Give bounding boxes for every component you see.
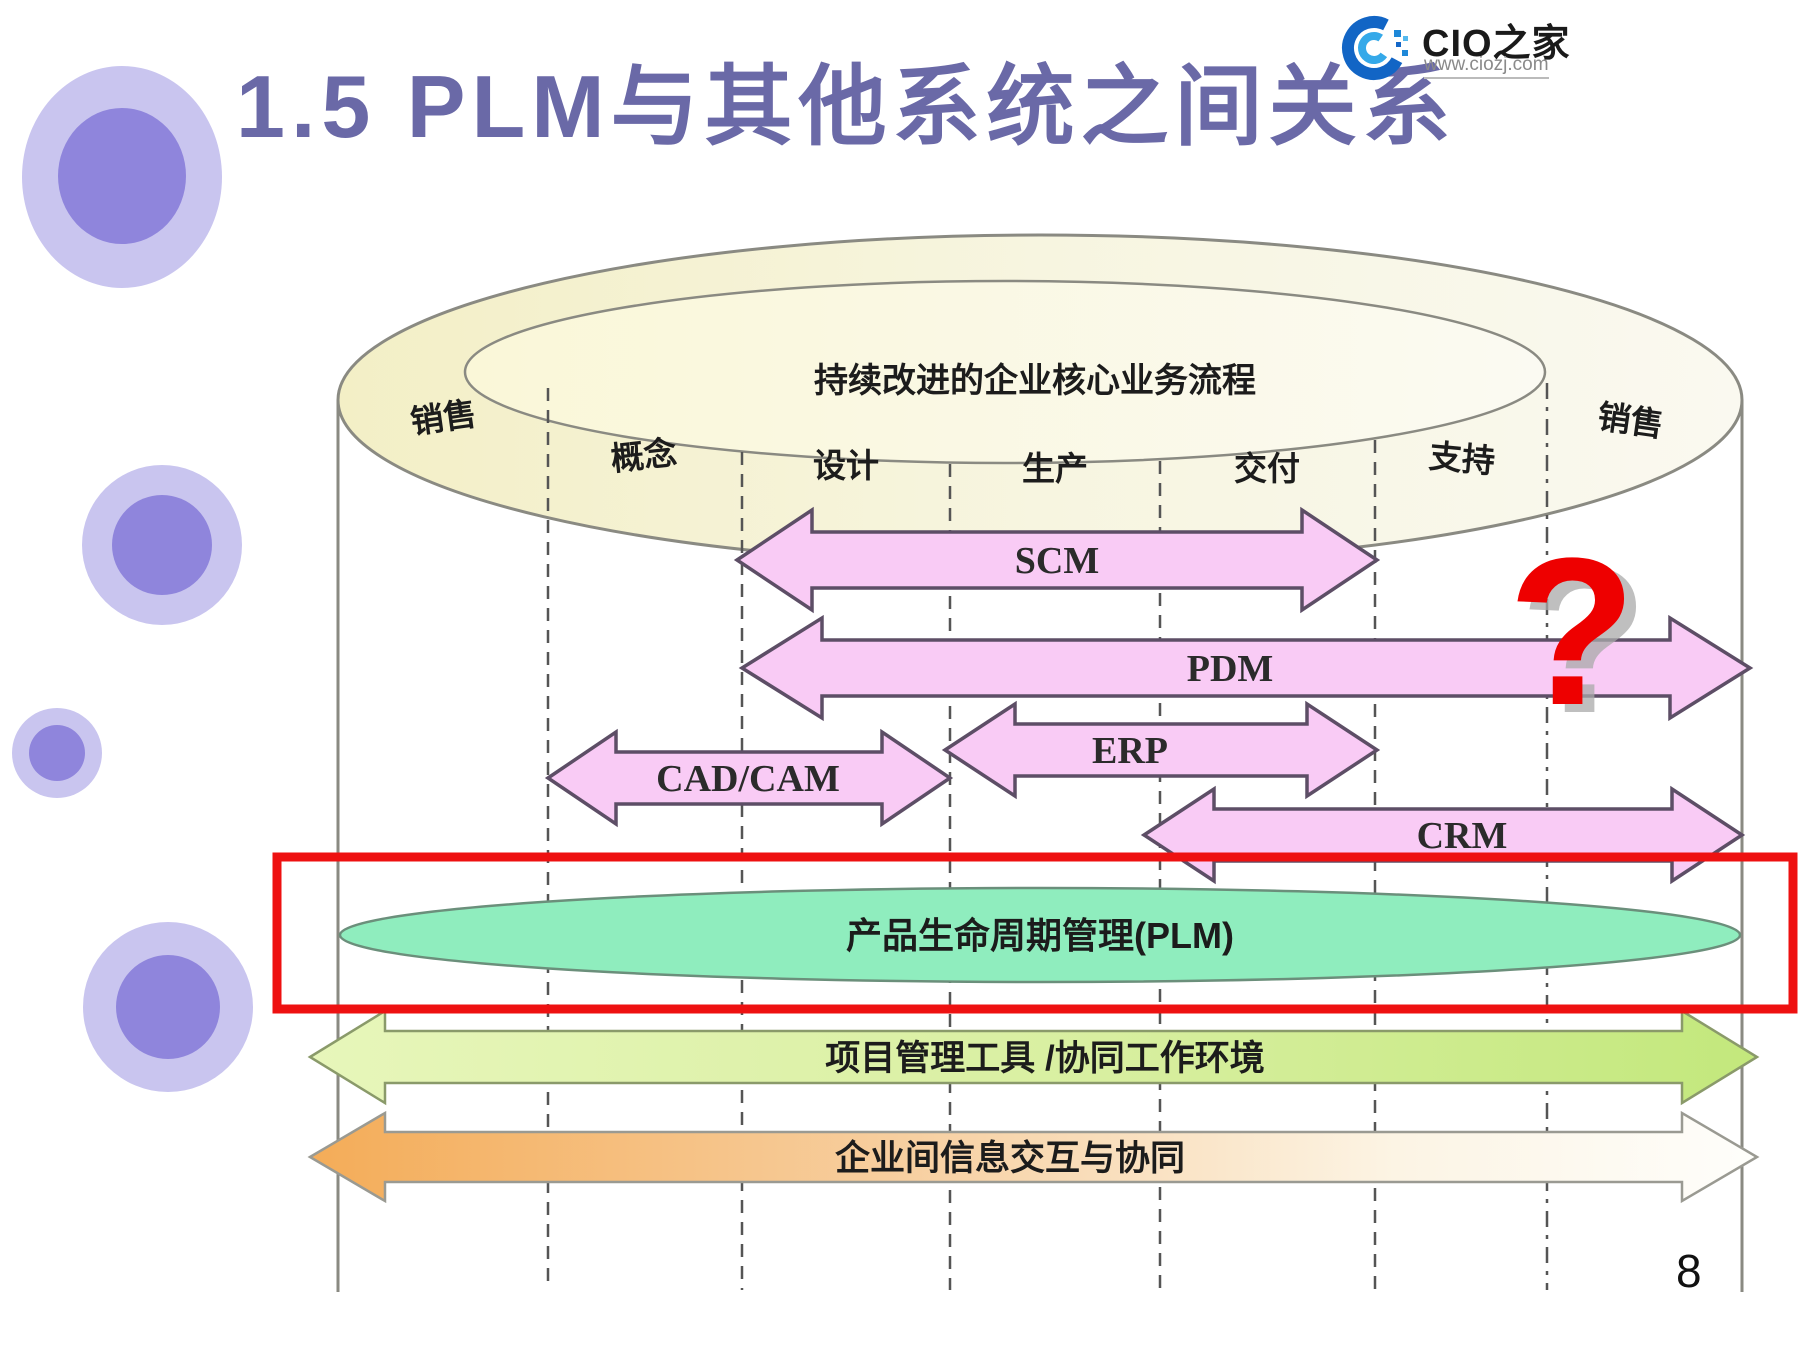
phase-label-production: 生产 bbox=[1022, 450, 1088, 487]
phase-label-sales-right: 销售 bbox=[1595, 398, 1666, 444]
decorative-circle-inner bbox=[112, 495, 212, 595]
core-process-ellipse bbox=[463, 279, 1547, 465]
inter-enterprise-arrow bbox=[307, 1110, 1760, 1204]
decorative-circle-inner bbox=[116, 955, 220, 1059]
phase-label-delivery: 交付 bbox=[1234, 450, 1300, 487]
logo-dot bbox=[1402, 50, 1408, 56]
cio-logo-icon bbox=[1342, 16, 1408, 80]
scm-arrow bbox=[733, 506, 1381, 614]
page-number: 8 bbox=[1676, 1245, 1702, 1297]
logo-name: CIO之家 bbox=[1422, 23, 1571, 65]
plm-ellipse bbox=[338, 886, 1742, 984]
cadcam-label: CAD/CAM bbox=[656, 758, 840, 800]
question-mark: ? bbox=[1508, 514, 1636, 749]
scm-label: SCM bbox=[1015, 540, 1099, 582]
inter-enterprise-label: 企业间信息交互与协同 bbox=[835, 1138, 1185, 1178]
plm-highlight-rectangle bbox=[272, 852, 1798, 1014]
question-mark-shadow: ? bbox=[1520, 522, 1648, 757]
phase-label-support: 支持 bbox=[1428, 437, 1497, 480]
page-title: 1.5 PLM与其他系统之间关系 bbox=[236, 57, 1457, 156]
decorative-circle-inner bbox=[29, 725, 85, 781]
logo-inner-ring bbox=[1358, 32, 1390, 64]
project-tools-arrow bbox=[307, 1008, 1760, 1106]
pdm-label: PDM bbox=[1187, 648, 1274, 690]
logo-dot bbox=[1394, 30, 1401, 37]
erp-label: ERP bbox=[1092, 730, 1168, 772]
crm-label: CRM bbox=[1417, 815, 1508, 857]
project-tools-label: 项目管理工具 /协同工作环境 bbox=[825, 1039, 1264, 1078]
pdm-arrow bbox=[738, 614, 1754, 722]
logo-url: www.ciozj.com bbox=[1424, 54, 1549, 79]
phase-label-sales-left: 销售 bbox=[408, 395, 479, 441]
logo-outer-ring bbox=[1342, 16, 1406, 80]
cadcam-arrow bbox=[544, 728, 954, 828]
logo-dot bbox=[1396, 42, 1401, 47]
cio-logo: CIO之家 www.ciozj.com bbox=[1336, 6, 1596, 86]
decorative-circle-inner bbox=[58, 108, 186, 244]
plm-label: 产品生命周期管理(PLM) bbox=[846, 915, 1234, 956]
logo-dot bbox=[1403, 36, 1408, 41]
phase-label-concept: 概念 bbox=[609, 434, 679, 478]
erp-arrow bbox=[941, 700, 1381, 800]
core-process-label: 持续改进的企业核心业务流程 bbox=[814, 361, 1256, 400]
phase-label-design: 设计 bbox=[813, 447, 879, 484]
